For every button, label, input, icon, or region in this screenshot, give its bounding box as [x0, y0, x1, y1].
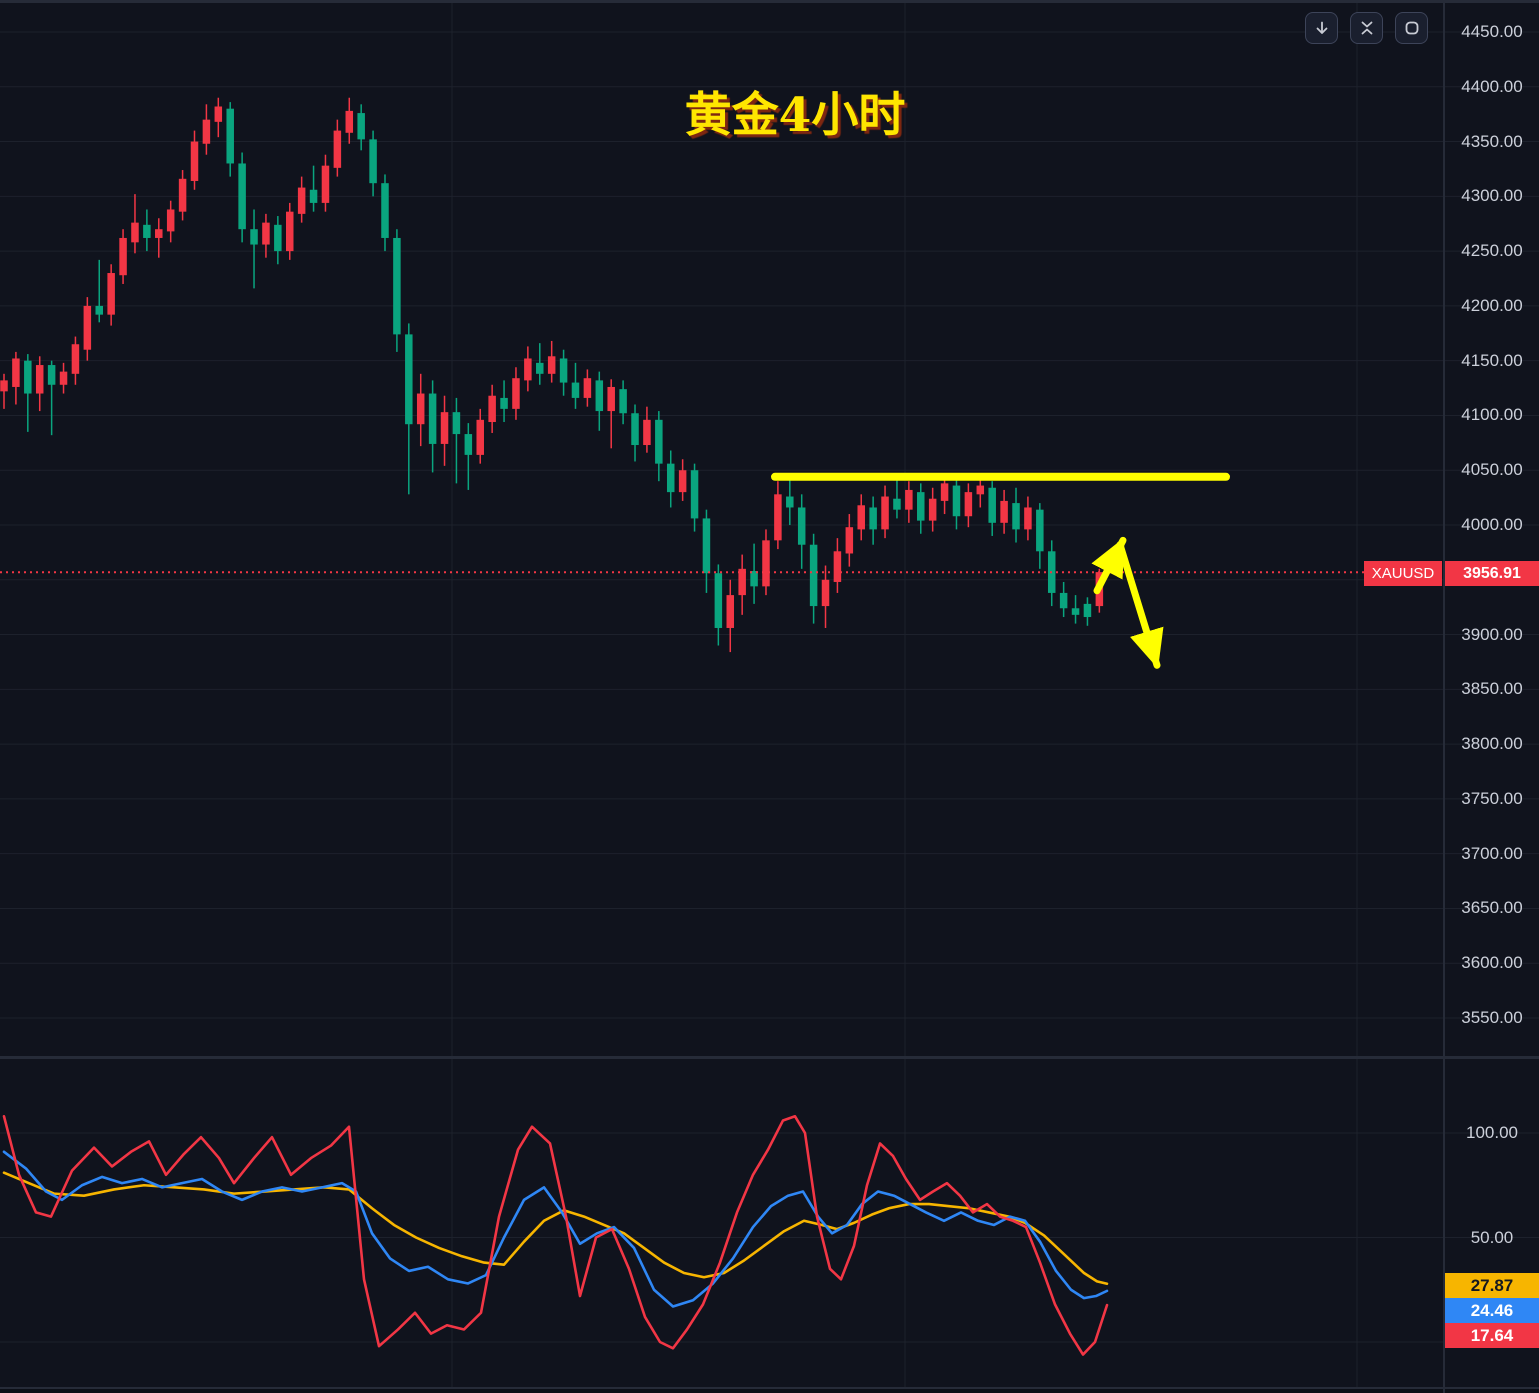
price-tick-label: 4450.00 [1461, 22, 1523, 41]
price-tick-label: 3800.00 [1461, 734, 1523, 754]
price-tick-label: 4050.00 [1461, 460, 1523, 480]
price-tick-label: 4200.00 [1461, 295, 1523, 315]
collapse-chevrons-icon [1359, 20, 1375, 36]
price-tick-label: 4250.00 [1461, 241, 1523, 261]
price-tick-label: 3650.00 [1461, 898, 1523, 918]
symbol-price-label: XAUUSD [1364, 561, 1442, 586]
kdj-indicator-pane[interactable] [0, 1059, 1443, 1387]
gridlines [0, 3, 1539, 1387]
kdj-line-d [2, 1171, 1109, 1286]
price-tick-label: 4150.00 [1461, 350, 1523, 370]
time-axis-strip[interactable] [0, 1387, 1539, 1393]
price-tick-label: 4100.00 [1461, 405, 1523, 425]
kdj-lines [2, 1114, 1109, 1356]
scroll-to-latest-button[interactable] [1305, 12, 1338, 44]
last-price-axis-label: 3956.91 [1445, 561, 1539, 586]
price-tick-label: 3550.00 [1461, 1008, 1523, 1027]
price-tick-label: 4400.00 [1461, 76, 1523, 96]
kdj-line-j [2, 1114, 1109, 1356]
main-candle-pane[interactable] [0, 3, 1443, 1056]
kdj-k-value-badge: 24.46 [1445, 1298, 1539, 1323]
indicator-tick-label: 50.00 [1470, 1227, 1514, 1247]
collapse-panes-button[interactable] [1350, 12, 1383, 44]
price-tick-label: 4000.00 [1461, 515, 1523, 534]
indicator-tick-label: 100.00 [1466, 1123, 1518, 1142]
price-tick-label: 3850.00 [1461, 679, 1523, 699]
pane-separator[interactable] [0, 1056, 1539, 1059]
price-tick-label: 3700.00 [1461, 843, 1523, 863]
kdj-j-value-badge: 17.64 [1445, 1323, 1539, 1348]
price-tick-label: 4350.00 [1461, 131, 1523, 151]
axis-border [1443, 0, 1445, 1393]
rounded-square-icon [1404, 20, 1420, 36]
price-tick-label: 3600.00 [1461, 953, 1523, 973]
price-tick-label: 3750.00 [1461, 788, 1523, 808]
arrow-down-annotation [1116, 541, 1157, 669]
arrow-down-icon [1314, 20, 1330, 36]
price-tick-label: 3900.00 [1461, 624, 1523, 644]
price-tick-label: 4300.00 [1461, 186, 1523, 206]
kdj-line-k [2, 1150, 1109, 1308]
kdj-d-value-badge: 27.87 [1445, 1273, 1539, 1298]
chart-toolbar [1305, 12, 1428, 44]
top-border [0, 0, 1539, 3]
fullscreen-button[interactable] [1395, 12, 1428, 44]
user-drawings[interactable] [771, 472, 1230, 669]
